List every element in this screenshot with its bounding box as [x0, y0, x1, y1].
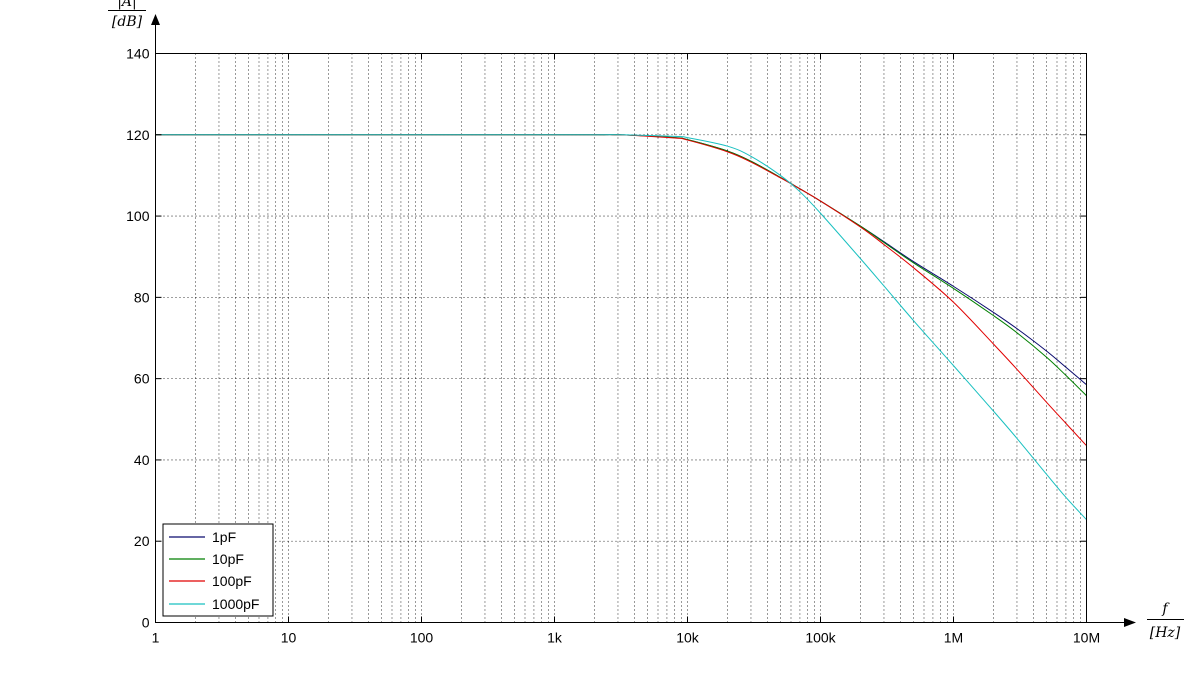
series-line	[155, 134, 1087, 386]
series-line	[155, 134, 1087, 447]
y-tick-label: 80	[134, 289, 150, 305]
axis-ticks: 1 10 100 1k 10k 100k 1M 10M 0 20 40 60 80 100 120 140	[126, 46, 1100, 646]
x-tick-label: 100k	[805, 630, 836, 646]
y-axis-unit: [dB]	[112, 14, 143, 30]
y-axis-title: |A| [dB]	[108, 0, 146, 30]
x-axis-label: f	[1161, 601, 1170, 617]
legend-label: 10pF	[212, 551, 244, 567]
plot-frame	[155, 53, 1087, 623]
series-line	[155, 134, 1087, 397]
y-tick-label: 100	[126, 208, 150, 224]
y-axis-arrowhead	[151, 14, 160, 25]
x-tick-label: 10k	[676, 630, 700, 646]
legend-entry: 1pF	[169, 529, 236, 545]
plot-lines	[155, 134, 1087, 521]
x-tick-label: 10M	[1073, 630, 1100, 646]
y-tick-label: 140	[126, 46, 150, 62]
y-tick-label: 0	[142, 615, 150, 631]
y-tick-label: 120	[126, 127, 150, 143]
x-tick-label: 100	[410, 630, 434, 646]
x-tick-label: 1k	[547, 630, 563, 646]
x-tick-label: 1	[152, 630, 160, 646]
x-tick-label: 1M	[944, 630, 963, 646]
legend-label: 1pF	[212, 529, 236, 545]
y-tick-label: 60	[134, 371, 150, 387]
series-line	[155, 134, 1087, 521]
x-axis-arrowhead	[1124, 618, 1136, 627]
x-axis-unit: [Hz]	[1150, 625, 1181, 641]
y-tick-label: 40	[134, 452, 150, 468]
legend-label: 1000pF	[212, 596, 259, 612]
x-tick-label: 10	[281, 630, 297, 646]
y-axis-label: |A|	[117, 0, 137, 10]
legend-label: 100pF	[212, 573, 252, 589]
axis-arrows	[151, 14, 1136, 627]
grid	[155, 53, 1087, 623]
y-tick-label: 20	[134, 533, 150, 549]
legend-entry: 1000pF	[169, 596, 259, 612]
legend-entry: 100pF	[169, 573, 252, 589]
legend: 1pF 10pF 100pF 1000pF	[162, 523, 274, 617]
legend-box	[162, 523, 274, 617]
x-axis-title: f [Hz]	[1147, 601, 1184, 641]
legend-entry: 10pF	[169, 551, 244, 567]
